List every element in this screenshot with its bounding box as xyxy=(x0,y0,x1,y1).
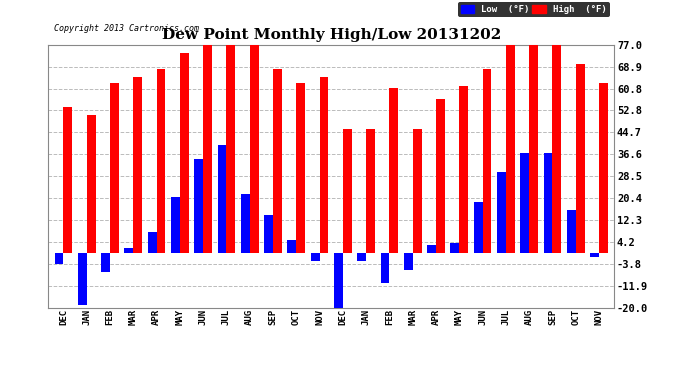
Bar xyxy=(226,45,235,254)
Bar xyxy=(529,45,538,254)
Bar xyxy=(520,153,529,254)
Bar xyxy=(55,254,63,264)
Legend: Low  (°F), High  (°F): Low (°F), High (°F) xyxy=(457,2,609,16)
Bar xyxy=(343,129,352,254)
Bar xyxy=(566,210,575,254)
Bar xyxy=(482,69,491,254)
Bar xyxy=(404,254,413,270)
Bar xyxy=(553,45,561,254)
Bar xyxy=(87,116,96,254)
Bar xyxy=(413,129,422,254)
Bar xyxy=(241,194,250,254)
Bar xyxy=(171,196,180,254)
Bar xyxy=(506,45,515,254)
Bar xyxy=(288,240,296,254)
Bar xyxy=(389,88,398,254)
Bar xyxy=(101,254,110,272)
Bar xyxy=(110,83,119,254)
Bar xyxy=(590,254,599,257)
Bar xyxy=(497,172,506,254)
Bar xyxy=(264,216,273,254)
Bar xyxy=(180,53,188,254)
Bar xyxy=(451,243,460,254)
Bar xyxy=(310,254,319,261)
Bar xyxy=(357,254,366,261)
Bar xyxy=(334,254,343,308)
Bar xyxy=(544,153,553,254)
Bar xyxy=(195,159,203,254)
Bar xyxy=(157,69,166,254)
Bar xyxy=(381,254,389,283)
Bar xyxy=(296,83,305,254)
Bar xyxy=(273,69,282,254)
Bar xyxy=(250,45,259,254)
Bar xyxy=(133,78,142,254)
Bar xyxy=(217,145,226,254)
Bar xyxy=(460,86,468,254)
Bar xyxy=(427,245,436,254)
Bar xyxy=(63,107,72,254)
Bar xyxy=(319,78,328,254)
Bar xyxy=(78,254,87,305)
Title: Dew Point Monthly High/Low 20131202: Dew Point Monthly High/Low 20131202 xyxy=(161,28,501,42)
Bar xyxy=(436,99,445,254)
Bar xyxy=(148,232,157,254)
Bar xyxy=(599,83,608,254)
Bar xyxy=(124,248,133,254)
Text: Copyright 2013 Cartronics.com: Copyright 2013 Cartronics.com xyxy=(54,24,199,33)
Bar xyxy=(366,129,375,254)
Bar xyxy=(474,202,482,254)
Bar xyxy=(575,64,584,254)
Bar xyxy=(203,45,212,254)
